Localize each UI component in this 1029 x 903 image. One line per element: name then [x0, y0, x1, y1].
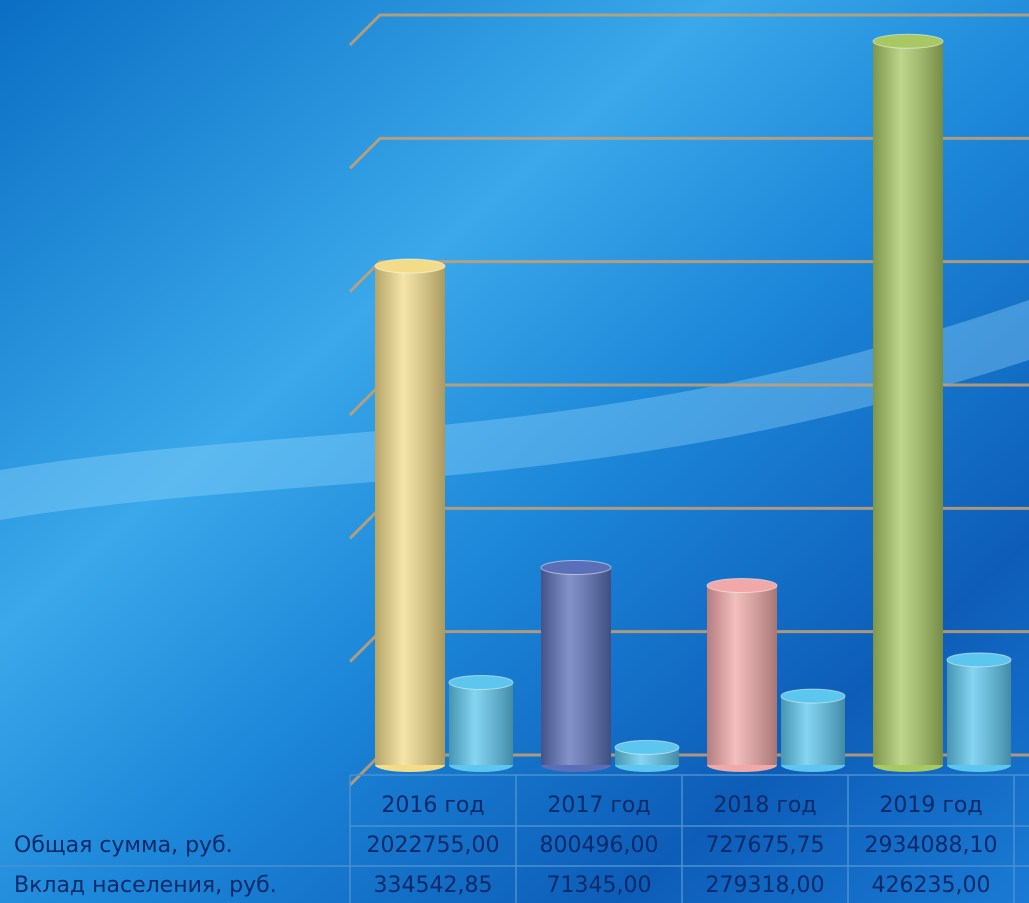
bar-shading — [947, 659, 1011, 765]
bar-top — [614, 739, 680, 755]
table-cell: 279318,00 — [706, 873, 825, 898]
legend-label: Вклад населения, руб. — [14, 873, 277, 898]
bar-shading — [541, 567, 611, 765]
table-cell: 727675,75 — [706, 833, 825, 858]
bar-shading — [873, 41, 943, 765]
table-cell: 2022755,00 — [367, 833, 500, 858]
table-lines — [0, 774, 1029, 903]
table-header: 2017 год — [547, 793, 650, 818]
table-header: 2016 год — [381, 793, 484, 818]
grid-line — [348, 260, 1029, 293]
table-cell: 71345,00 — [547, 873, 652, 898]
background-swoosh — [0, 300, 1029, 520]
bar-shading — [375, 266, 445, 765]
bar-top — [946, 652, 1012, 668]
table-cell: 800496,00 — [540, 833, 659, 858]
bar-top — [780, 688, 846, 704]
bar-top — [706, 578, 778, 594]
bar-shading — [449, 682, 513, 765]
table-header: 2019 год — [879, 793, 982, 818]
bar-shading — [781, 696, 845, 765]
table-cell: 2934088,10 — [865, 833, 998, 858]
grid-line — [348, 136, 1029, 170]
bar-shading — [707, 585, 777, 765]
legend-label: Общая сумма, руб. — [14, 833, 233, 858]
bar-top — [374, 258, 446, 274]
grid-line — [348, 13, 1029, 47]
table-cell: 426235,00 — [872, 873, 991, 898]
table-header: 2018 год — [713, 793, 816, 818]
bar-top — [540, 560, 612, 576]
table-cell: 334542,85 — [374, 873, 493, 898]
bar-top — [872, 33, 944, 49]
bar-top — [448, 674, 514, 690]
